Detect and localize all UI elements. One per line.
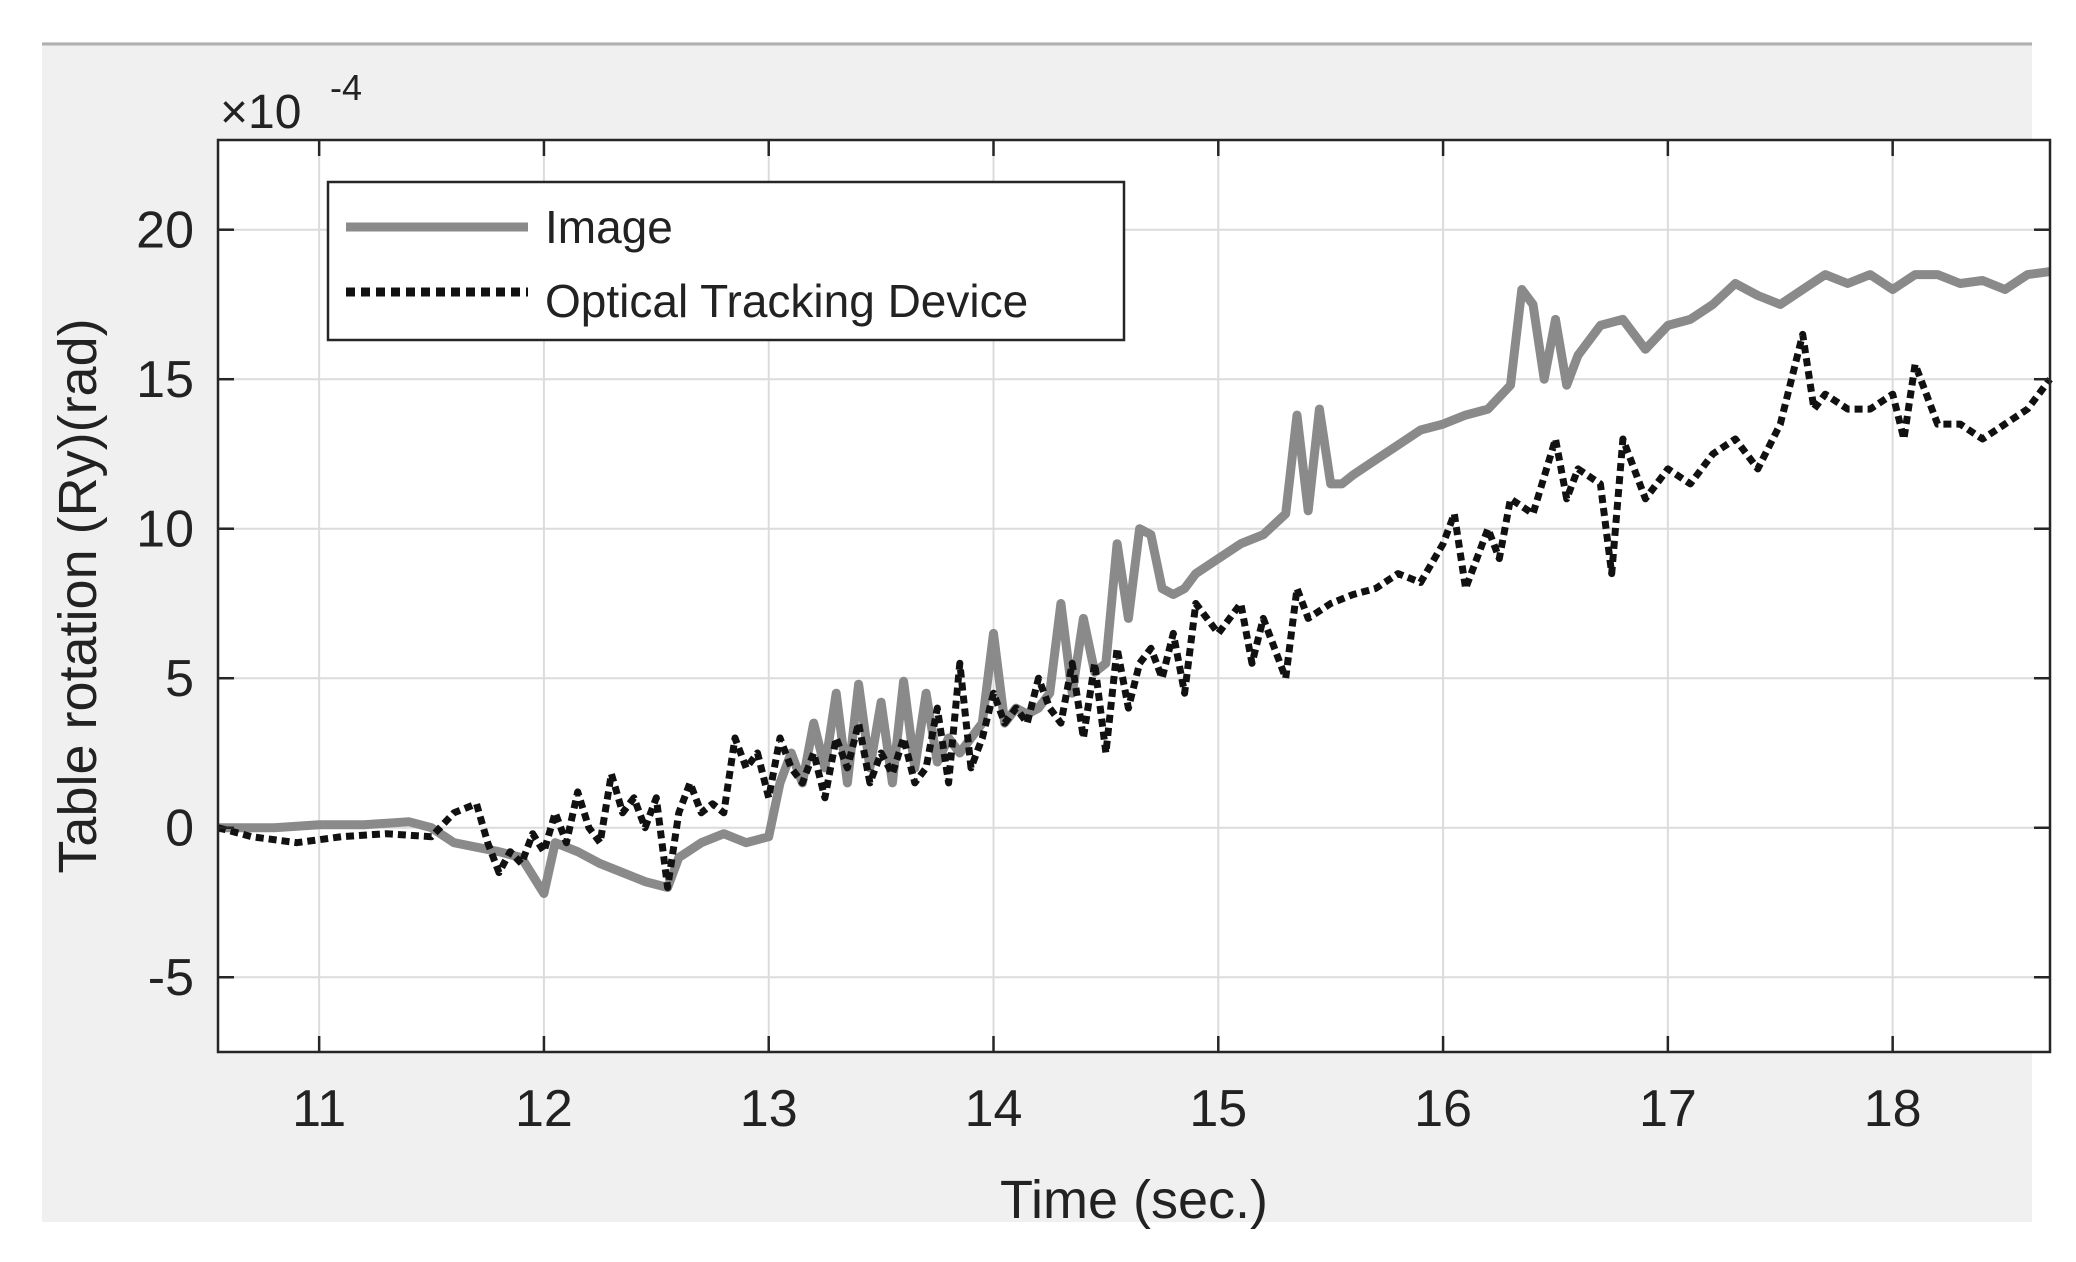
x-axis-label: Time (sec.): [1000, 1170, 1268, 1230]
x-tick-label: 15: [1189, 1080, 1247, 1138]
y-tick-label: 15: [136, 351, 194, 409]
legend-label-optical: Optical Tracking Device: [545, 275, 1028, 327]
y-exponent-base: ×10: [220, 86, 301, 139]
axes-frame: [216, 138, 2052, 1054]
series-layer: [217, 267, 2053, 898]
y-exponent-label: ×10 -4: [220, 67, 362, 139]
x-tick-label: 12: [515, 1080, 573, 1138]
x-tick-label: 18: [1864, 1080, 1922, 1138]
tick-labels: 11 12 13 14 15 16 17 18 -5 0 5 10 15 20: [136, 202, 1921, 1138]
legend: Image Optical Tracking Device: [326, 180, 1126, 342]
x-tick-label: 13: [740, 1080, 798, 1138]
tick-marks: [218, 140, 2050, 1052]
x-tick-label: 11: [292, 1080, 346, 1138]
x-tick-label: 16: [1414, 1080, 1472, 1138]
y-axis-label: Table rotation (Ry)(rad): [48, 318, 108, 873]
legend-box: [326, 180, 1126, 342]
x-tick-label: 17: [1639, 1080, 1697, 1138]
y-tick-label: -5: [148, 949, 194, 1007]
y-tick-label: 20: [136, 202, 194, 260]
y-tick-label: 0: [165, 800, 194, 858]
legend-label-image: Image: [545, 201, 673, 253]
series-line-image: [218, 267, 2051, 898]
y-exponent-power: -4: [330, 67, 362, 108]
series-line-optical-tracking: [217, 330, 2053, 891]
y-tick-label: 5: [165, 650, 194, 708]
x-tick-label: 14: [965, 1080, 1023, 1138]
y-tick-label: 10: [136, 501, 194, 559]
